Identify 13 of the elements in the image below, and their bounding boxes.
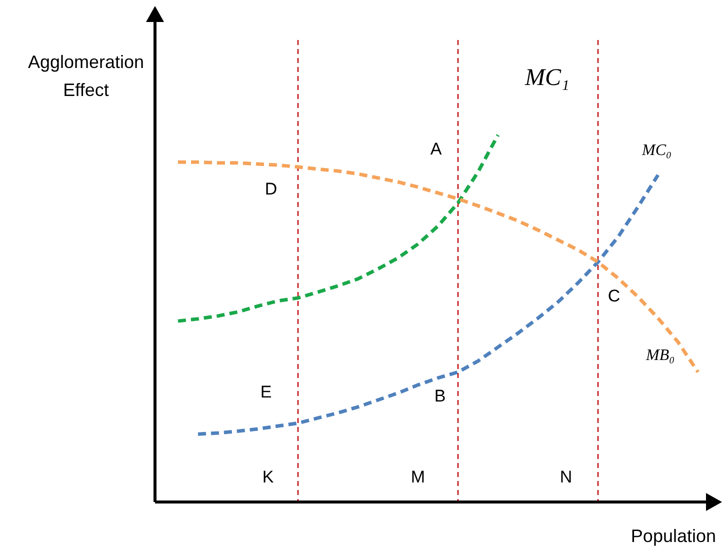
annotation: N — [560, 467, 572, 486]
y-axis-title: Agglomeration Effect — [28, 52, 144, 100]
annotation: A — [430, 139, 442, 158]
x-axis-title: Population — [630, 526, 716, 546]
annotation: E — [260, 382, 272, 402]
annotation: B — [434, 386, 446, 406]
annotation: K — [262, 467, 274, 486]
series-label: MB₀ — [645, 347, 675, 364]
annotation: M — [410, 467, 426, 486]
annotation: D — [264, 179, 278, 198]
annotation: C — [608, 286, 620, 306]
series-label: MC₀ — [641, 142, 672, 160]
text: MC₁ — [524, 65, 570, 91]
